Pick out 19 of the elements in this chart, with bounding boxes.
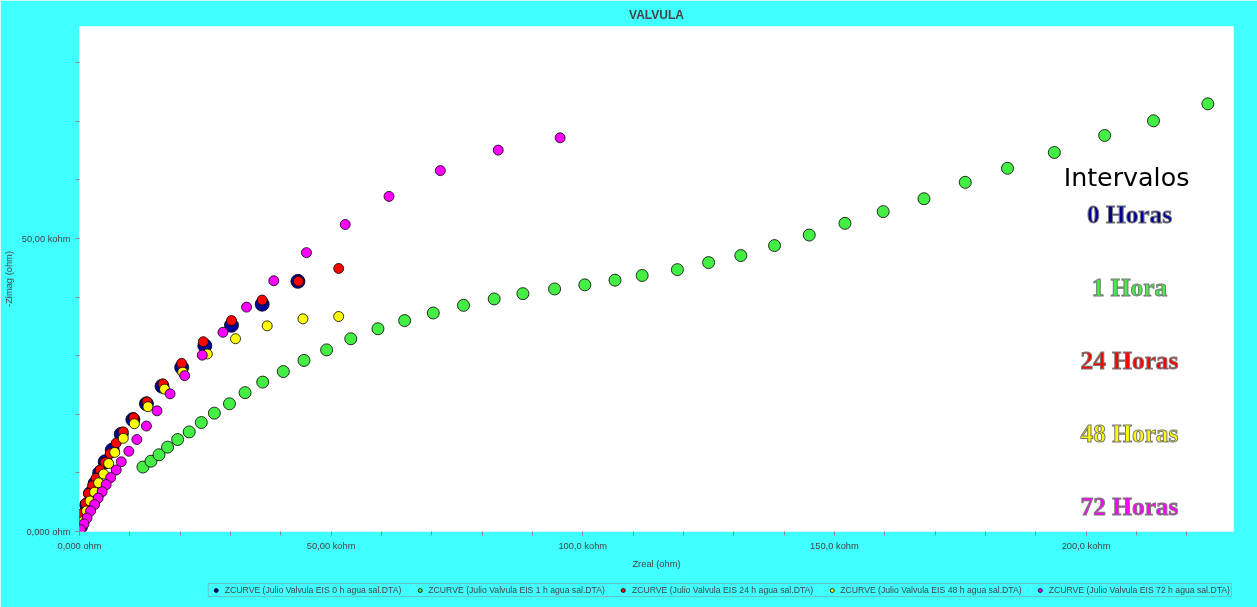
x-tick-label: 150,0 kohm: [810, 540, 860, 551]
legend-label: ZCURVE (Julio Valvula EIS 72 h agua sal.DTA): [1048, 585, 1230, 595]
annotation: 0 Horas: [1086, 199, 1173, 228]
legend-label: ZCURVE (Julio Valvula EIS 48 h agua sal.DTA): [840, 585, 1022, 595]
annotation: Intervalos: [1063, 161, 1190, 192]
legend-label: ZCURVE (Julio Valvula EIS 1 h agua sal.DTA): [428, 585, 605, 595]
legend-label: ZCURVE (Julio Valvula EIS 0 h agua sal.DTA): [224, 585, 402, 595]
x-tick-label: 100,0 kohm: [558, 540, 608, 551]
x-tick-label: 50,00 kohm: [306, 540, 356, 551]
annotation: 24 Horas: [1080, 345, 1179, 374]
annotation: 1 Hora: [1091, 272, 1168, 301]
y-axis-title: -Zimag (ohm): [3, 251, 14, 307]
x-axis-title: Zreal (ohm): [632, 558, 681, 569]
chart-title: VALVULA: [629, 7, 685, 22]
x-tick-label: 0,000 ohm: [57, 540, 102, 551]
annotation: 72 Horas: [1080, 491, 1179, 520]
legend-label: ZCURVE (Julio Valvula EIS 24 h agua sal.DTA): [631, 585, 814, 595]
annotation: 48 Horas: [1080, 418, 1179, 447]
x-tick-label: 200,0 kohm: [1061, 540, 1111, 551]
